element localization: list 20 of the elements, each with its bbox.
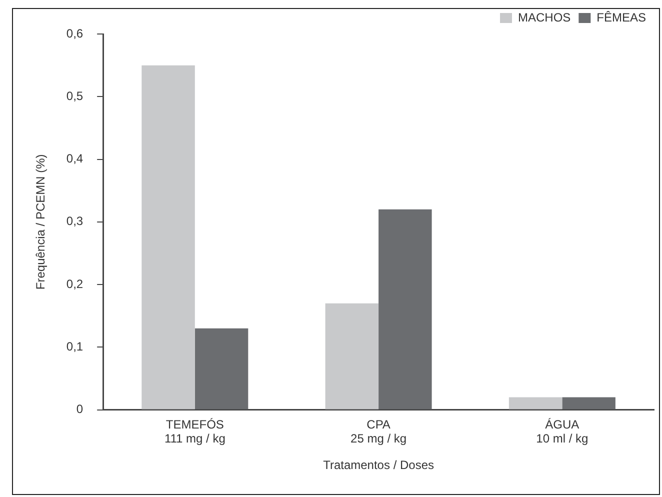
y-tick-label: 0,4	[66, 152, 84, 166]
bar	[194, 328, 248, 410]
y-tick-label: 0,6	[66, 26, 84, 40]
x-tick-label: CPA 25 mg / kg	[350, 417, 407, 446]
y-tick-label: 0,3	[66, 214, 84, 228]
y-tick-label: 0,5	[66, 88, 84, 103]
bar	[562, 397, 616, 410]
bar	[142, 65, 195, 410]
legend-label: MACHOS	[518, 10, 571, 24]
bar	[508, 397, 562, 410]
y-tick-label: 0,1	[66, 339, 84, 354]
y-tick-label: 0,2	[66, 276, 84, 291]
bar	[325, 303, 379, 410]
x-tick-label: ÁGUA 10 ml / kg	[536, 417, 588, 446]
x-tick-label: TEMEFÓS 111 mg / kg	[164, 417, 226, 446]
y-tick-label: 0	[76, 402, 84, 416]
x-axis-title: Tratamentos / Doses	[323, 458, 434, 472]
legend-label: FÊMEAS	[596, 10, 646, 24]
y-axis-title: Frequência / PCEMN (%)	[34, 154, 48, 290]
bar	[378, 209, 432, 410]
